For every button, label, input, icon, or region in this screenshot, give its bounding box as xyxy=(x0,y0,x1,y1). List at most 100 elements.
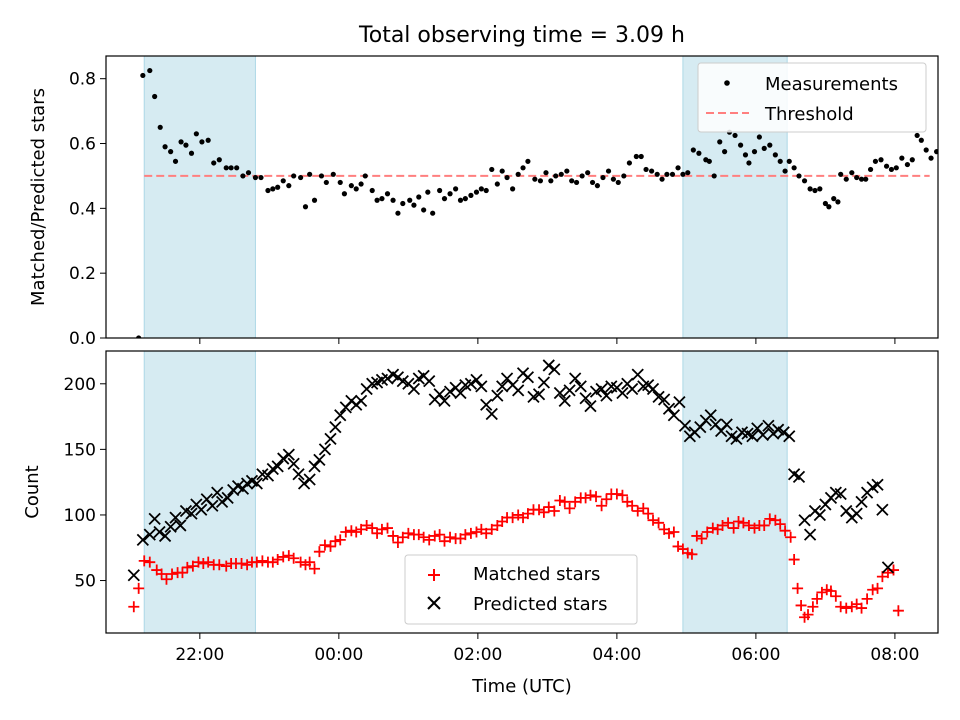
measurement-point xyxy=(600,174,606,181)
matched-star-point xyxy=(309,563,321,575)
measurement-point xyxy=(379,196,385,202)
predicted-star-point xyxy=(329,420,342,434)
predicted-star-point xyxy=(407,382,421,396)
matched-star-point xyxy=(181,561,193,573)
measurement-point xyxy=(358,181,364,187)
measurement-point xyxy=(457,197,464,203)
matched-star-point xyxy=(616,489,628,501)
predicted-star-point xyxy=(553,386,567,400)
predicted-star-point xyxy=(850,507,863,520)
matched-star-point xyxy=(653,517,665,529)
measurement-point xyxy=(193,131,199,137)
measurement-point xyxy=(883,163,890,169)
y-tick-label: 0.0 xyxy=(69,329,96,349)
x-tick-label: 06:00 xyxy=(731,645,780,665)
matched-star-point xyxy=(366,522,378,534)
matched-star-point xyxy=(722,517,734,529)
measurement-point xyxy=(499,168,505,174)
x-tick-label: 08:00 xyxy=(870,645,919,665)
measurement-point xyxy=(761,145,767,151)
measurement-point xyxy=(569,178,575,184)
measurement-point xyxy=(515,171,521,177)
predicted-star-point xyxy=(297,477,311,490)
matched-star-point xyxy=(480,527,492,539)
matched-star-point xyxy=(128,601,140,613)
matched-star-point xyxy=(774,518,786,530)
measurement-point xyxy=(605,168,612,174)
predicted-star-point xyxy=(127,569,140,582)
matched-star-point xyxy=(166,568,178,580)
predicted-star-point xyxy=(271,460,284,473)
matched-star-point xyxy=(892,605,904,617)
predicted-star-point xyxy=(626,382,639,396)
measurement-point xyxy=(489,166,495,173)
matched-star-point xyxy=(256,555,268,567)
matched-star-point xyxy=(707,522,719,534)
measurement-point xyxy=(384,191,391,197)
predicted-star-point xyxy=(318,443,332,456)
predicted-star-point xyxy=(221,491,234,505)
measurement-point xyxy=(680,171,686,177)
measurement-point xyxy=(843,176,849,182)
x-axis-label: Time (UTC) xyxy=(471,676,572,697)
predicted-star-point xyxy=(746,430,759,443)
measurement-point xyxy=(532,176,538,182)
matched-star-point xyxy=(355,523,367,535)
measurement-point xyxy=(696,150,702,156)
measurement-point xyxy=(462,196,468,202)
matched-star-point xyxy=(418,531,430,543)
measurement-point xyxy=(940,157,945,162)
matched-star-point xyxy=(701,526,713,538)
measurement-point xyxy=(437,187,443,194)
measurement-point xyxy=(411,202,417,208)
matched-star-point xyxy=(160,573,172,585)
matched-star-point xyxy=(758,519,770,531)
measurement-point xyxy=(395,210,401,216)
predicted-star-point xyxy=(521,371,535,384)
measurement-point xyxy=(425,189,431,195)
predicted-star-point xyxy=(480,398,493,411)
matched-star-point xyxy=(387,530,399,542)
y-tick-label: 0.4 xyxy=(69,199,96,219)
measurement-point xyxy=(302,204,309,210)
matched-star-point xyxy=(580,492,592,504)
measurement-point xyxy=(558,171,564,177)
predicted-star-point xyxy=(185,507,198,520)
predicted-star-point xyxy=(876,503,889,516)
measurement-point xyxy=(353,186,359,192)
legend-matched-marker xyxy=(428,569,440,581)
bottom-legend: Matched stars Predicted stars xyxy=(404,554,638,625)
measurement-point xyxy=(722,149,728,155)
measurement-point xyxy=(949,160,954,165)
matched-star-point xyxy=(543,501,555,513)
matched-star-point xyxy=(402,527,414,539)
predicted-star-point xyxy=(667,409,681,422)
measurement-point xyxy=(188,150,195,156)
measurement-point xyxy=(863,176,869,182)
predicted-star-point xyxy=(354,394,368,407)
predicted-star-point xyxy=(287,457,300,470)
matched-star-point xyxy=(192,556,204,568)
shaded-band xyxy=(143,351,256,633)
predicted-star-point xyxy=(470,373,483,386)
predicted-star-point xyxy=(433,388,446,401)
predicted-star-point xyxy=(881,561,895,574)
matched-star-point xyxy=(507,512,519,524)
measurement-point xyxy=(690,147,696,153)
matched-star-point xyxy=(876,571,888,583)
measurement-point xyxy=(717,139,723,145)
predicted-star-point xyxy=(277,452,290,465)
measurement-point xyxy=(953,172,958,177)
measurement-point xyxy=(777,158,783,164)
matched-star-point xyxy=(559,496,571,508)
matched-star-point xyxy=(749,522,761,534)
predicted-star-point xyxy=(195,503,208,516)
matched-star-point xyxy=(288,552,300,564)
measurement-point xyxy=(858,176,865,182)
measurement-point xyxy=(234,165,240,171)
predicted-star-point xyxy=(206,499,219,512)
measurement-point xyxy=(782,168,788,174)
predicted-star-point xyxy=(616,386,629,400)
measurement-point xyxy=(621,173,627,179)
predicted-star-point xyxy=(756,428,769,442)
